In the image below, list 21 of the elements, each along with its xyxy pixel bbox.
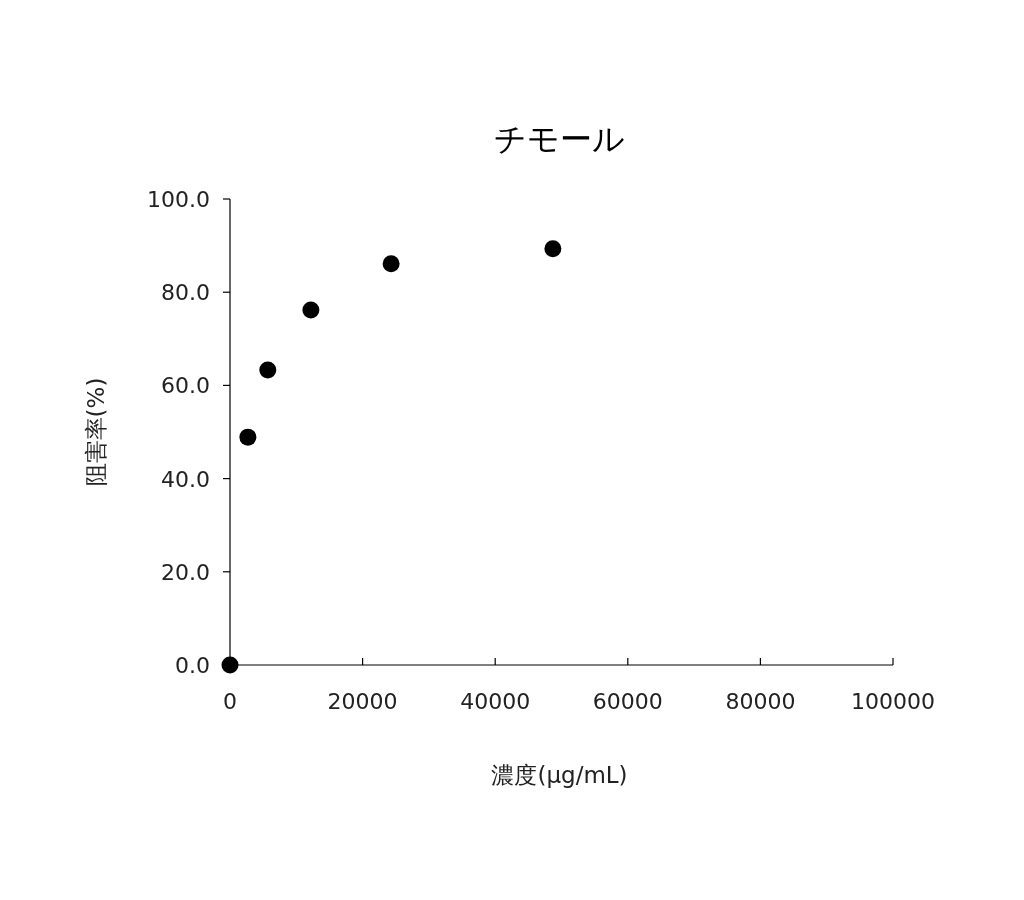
x-tick-label: 80000 bbox=[725, 689, 796, 714]
x-tick-label: 40000 bbox=[460, 689, 531, 714]
x-tick-label: 0 bbox=[223, 689, 237, 714]
point bbox=[259, 361, 277, 379]
x-tick-label: 100000 bbox=[851, 689, 935, 714]
x-axis-title: 濃度(μg/mL) bbox=[491, 762, 628, 788]
y-tick-label: 100.0 bbox=[147, 187, 210, 212]
x-tick-label: 20000 bbox=[327, 689, 398, 714]
x-tick-label: 60000 bbox=[592, 689, 663, 714]
y-tick-label: 20.0 bbox=[161, 559, 210, 585]
chart-title: チモール bbox=[494, 120, 625, 158]
point bbox=[221, 656, 239, 674]
point bbox=[239, 428, 257, 446]
y-axis-title: 阻害率(%) bbox=[83, 377, 109, 487]
point bbox=[382, 255, 400, 273]
y-tick-label: 40.0 bbox=[161, 466, 210, 492]
y-tick-label: 0.0 bbox=[175, 653, 210, 678]
y-tick-label: 80.0 bbox=[161, 280, 210, 306]
y-tick-label: 60.0 bbox=[161, 373, 210, 399]
point bbox=[544, 240, 562, 258]
point bbox=[302, 301, 320, 319]
